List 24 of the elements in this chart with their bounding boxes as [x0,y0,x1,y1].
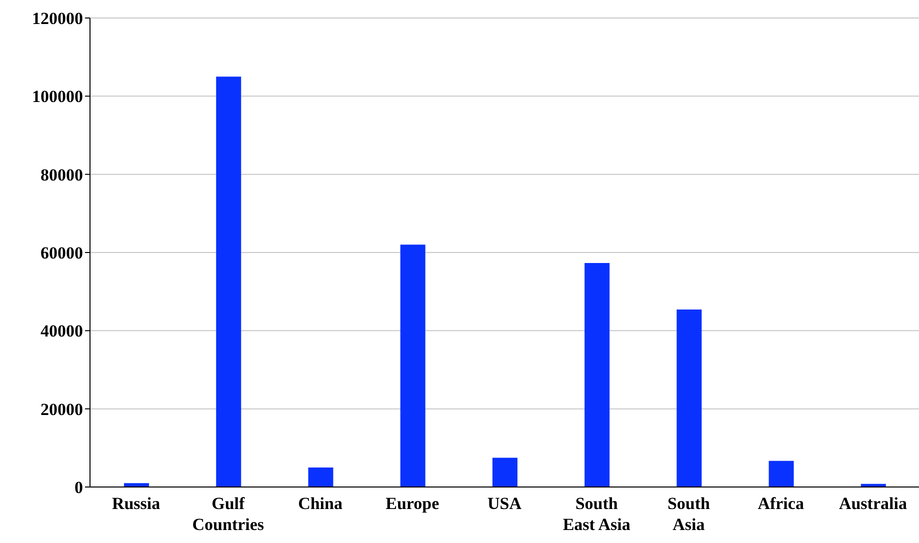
x-tick-label: USA [487,494,522,513]
x-tick-label: South East Asia [562,494,631,534]
x-tick-label: Gulf Countries [192,494,264,534]
x-tick-label: South Asia [667,494,711,534]
bar [584,263,610,487]
x-tick-label: Russia [112,494,161,513]
bar [308,467,334,487]
y-tick-label: 60000 [40,244,83,263]
x-tick-label: Europe [386,494,440,513]
y-tick-label: 120000 [32,9,83,28]
y-tick-label: 0 [74,478,83,498]
bar [400,244,426,487]
bar [492,458,518,487]
bar [676,310,702,487]
y-tick-label: 20000 [40,400,83,419]
y-tick-label: 100000 [32,87,83,106]
bar [124,483,149,487]
x-tick-label: Africa [758,494,804,513]
x-tick-label: China [298,494,343,513]
y-tick-label: 40000 [40,322,83,341]
bar [216,76,242,487]
x-tick-label: Australia [838,494,908,513]
y-tick-label: 80000 [40,165,83,184]
bar [768,460,794,487]
